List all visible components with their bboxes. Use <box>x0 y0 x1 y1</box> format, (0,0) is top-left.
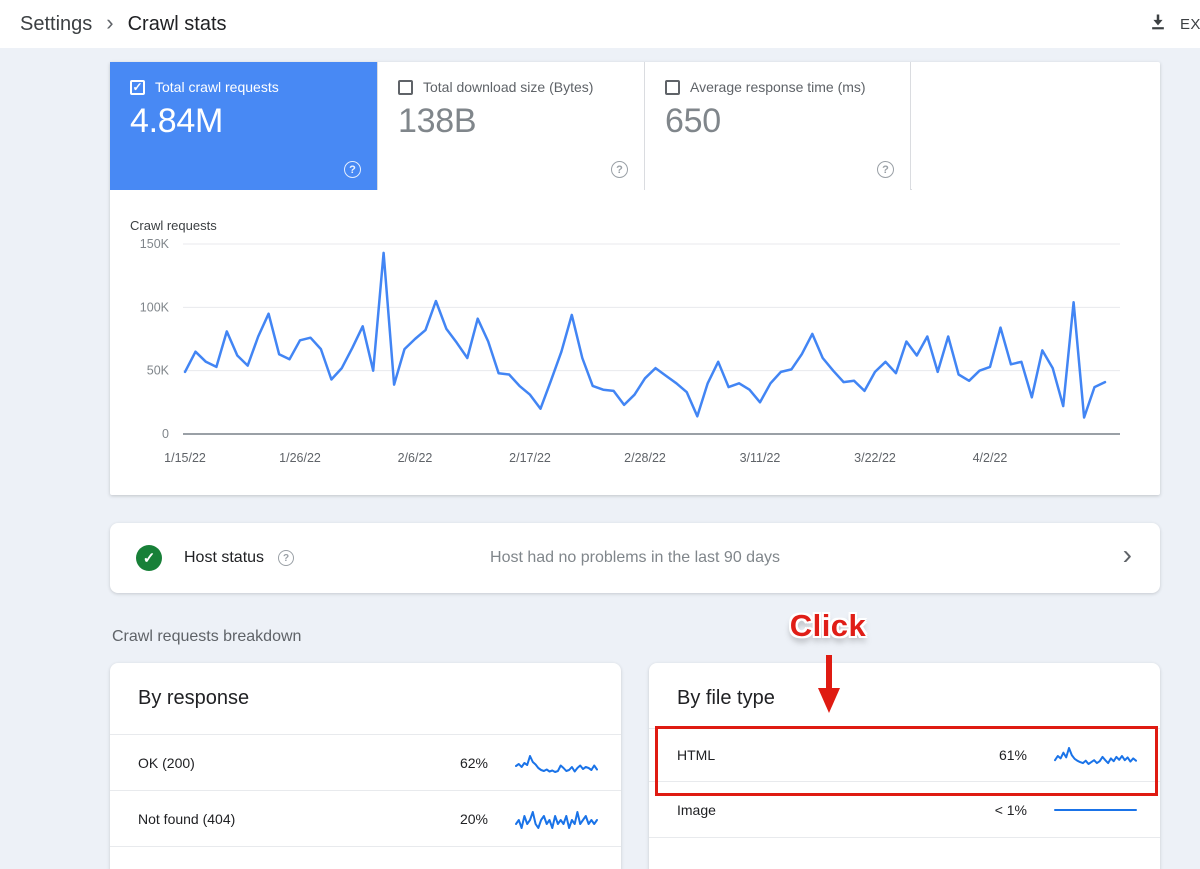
row-percent: 61% <box>998 747 1027 763</box>
metric-card-value: 4.84M <box>130 102 223 140</box>
checkbox-unchecked-icon[interactable] <box>398 79 413 95</box>
host-status-help-icon[interactable]: ? <box>278 550 295 566</box>
breakdown-card-title: By response <box>138 687 250 709</box>
svg-text:3/22/22: 3/22/22 <box>854 451 896 465</box>
row-percent: 20% <box>459 810 488 827</box>
row-label: HTML <box>677 747 716 763</box>
checkbox-checked-icon[interactable]: ✓ <box>130 79 145 95</box>
breadcrumb-settings-link[interactable]: Settings <box>20 12 93 35</box>
checkbox-unchecked-icon[interactable] <box>665 79 680 95</box>
breakdown-section-title: Crawl requests breakdown <box>112 628 302 645</box>
svg-text:150K: 150K <box>140 237 170 251</box>
crawl-requests-chart: 0 50K 100K 150K 1/15/22 1/26/22 2/6/22 2/17/22 2… <box>140 237 1120 465</box>
host-status-label: Host status <box>184 549 265 566</box>
page-title: Crawl stats <box>127 12 227 35</box>
svg-text:100K: 100K <box>140 300 170 314</box>
svg-text:3/11/22: 3/11/22 <box>740 451 781 465</box>
row-label: Not found (404) <box>138 810 236 827</box>
row-label: Image <box>677 801 716 818</box>
metric-card-2[interactable]: Average response time (ms) 650? <box>644 62 911 190</box>
metric-card-0[interactable]: ✓ Total crawl requests 4.84M? <box>110 62 377 190</box>
metric-card-1[interactable]: Total download size (Bytes) 138B? <box>377 62 644 190</box>
svg-text:0: 0 <box>162 427 169 441</box>
svg-text:1/15/22: 1/15/22 <box>164 451 206 465</box>
sparkline-chart <box>515 810 598 829</box>
breadcrumb-separator-icon: › <box>106 9 114 35</box>
breakdown-row-html[interactable]: HTML 61% <box>649 729 1160 782</box>
status-ok-check-icon: ✓ <box>136 545 162 571</box>
svg-text:2/6/22: 2/6/22 <box>398 451 433 465</box>
svg-text:2/28/22: 2/28/22 <box>624 451 666 465</box>
svg-text:2/17/22: 2/17/22 <box>509 451 551 465</box>
metric-card-value: 650 <box>665 102 721 140</box>
metric-cards: ✓ Total crawl requests 4.84M? Total downloa… <box>110 62 912 190</box>
breakdown-row-ok-200[interactable]: OK (200) 62% <box>110 735 621 791</box>
row-label: OK (200) <box>138 754 195 771</box>
metric-card-label: Total crawl requests <box>155 79 279 95</box>
breakdown-row-not-found-404[interactable]: Not found (404) 20% <box>110 791 621 847</box>
sparkline-chart <box>1054 808 1137 811</box>
by-file-type-card: By file type HTML 61% Image < 1% <box>649 663 1160 869</box>
breakdown-row-image[interactable]: Image < 1% <box>649 782 1160 838</box>
host-status-message: Host had no problems in the last 90 days <box>490 549 780 566</box>
chevron-right-icon[interactable]: › <box>1122 539 1132 570</box>
annotation-click-label: Click <box>789 608 867 643</box>
top-bar: Settings › Crawl stats EX <box>0 0 1200 48</box>
svg-text:1/26/22: 1/26/22 <box>279 451 321 465</box>
export-button[interactable]: EX <box>1148 0 1200 48</box>
metric-card-value: 138B <box>398 102 477 140</box>
metric-card-label: Average response time (ms) <box>690 79 866 95</box>
breadcrumb: Settings › Crawl stats <box>20 0 227 48</box>
help-icon[interactable]: ? <box>877 161 894 178</box>
metric-card-label: Total download size (Bytes) <box>423 79 594 95</box>
download-icon <box>1148 12 1168 37</box>
help-icon[interactable]: ? <box>344 161 361 178</box>
host-status-row[interactable]: ✓ Host status ? Host had no problems in … <box>110 523 1160 593</box>
sparkline-chart <box>515 754 598 773</box>
sparkline-chart <box>1054 747 1137 765</box>
row-percent: < 1% <box>994 801 1027 818</box>
help-icon[interactable]: ? <box>611 161 628 178</box>
breakdown-card-title: By file type <box>677 687 775 709</box>
crawl-requests-panel: ✓ Total crawl requests 4.84M? Total downloa… <box>110 62 1160 495</box>
chart-title: Crawl requests <box>130 218 217 233</box>
by-response-card: By response OK (200) 62% Not found (404) 20% <box>110 663 621 869</box>
row-percent: 62% <box>459 754 488 771</box>
svg-text:4/2/22: 4/2/22 <box>973 451 1008 465</box>
svg-text:50K: 50K <box>147 364 170 378</box>
export-label: EX <box>1180 15 1200 33</box>
